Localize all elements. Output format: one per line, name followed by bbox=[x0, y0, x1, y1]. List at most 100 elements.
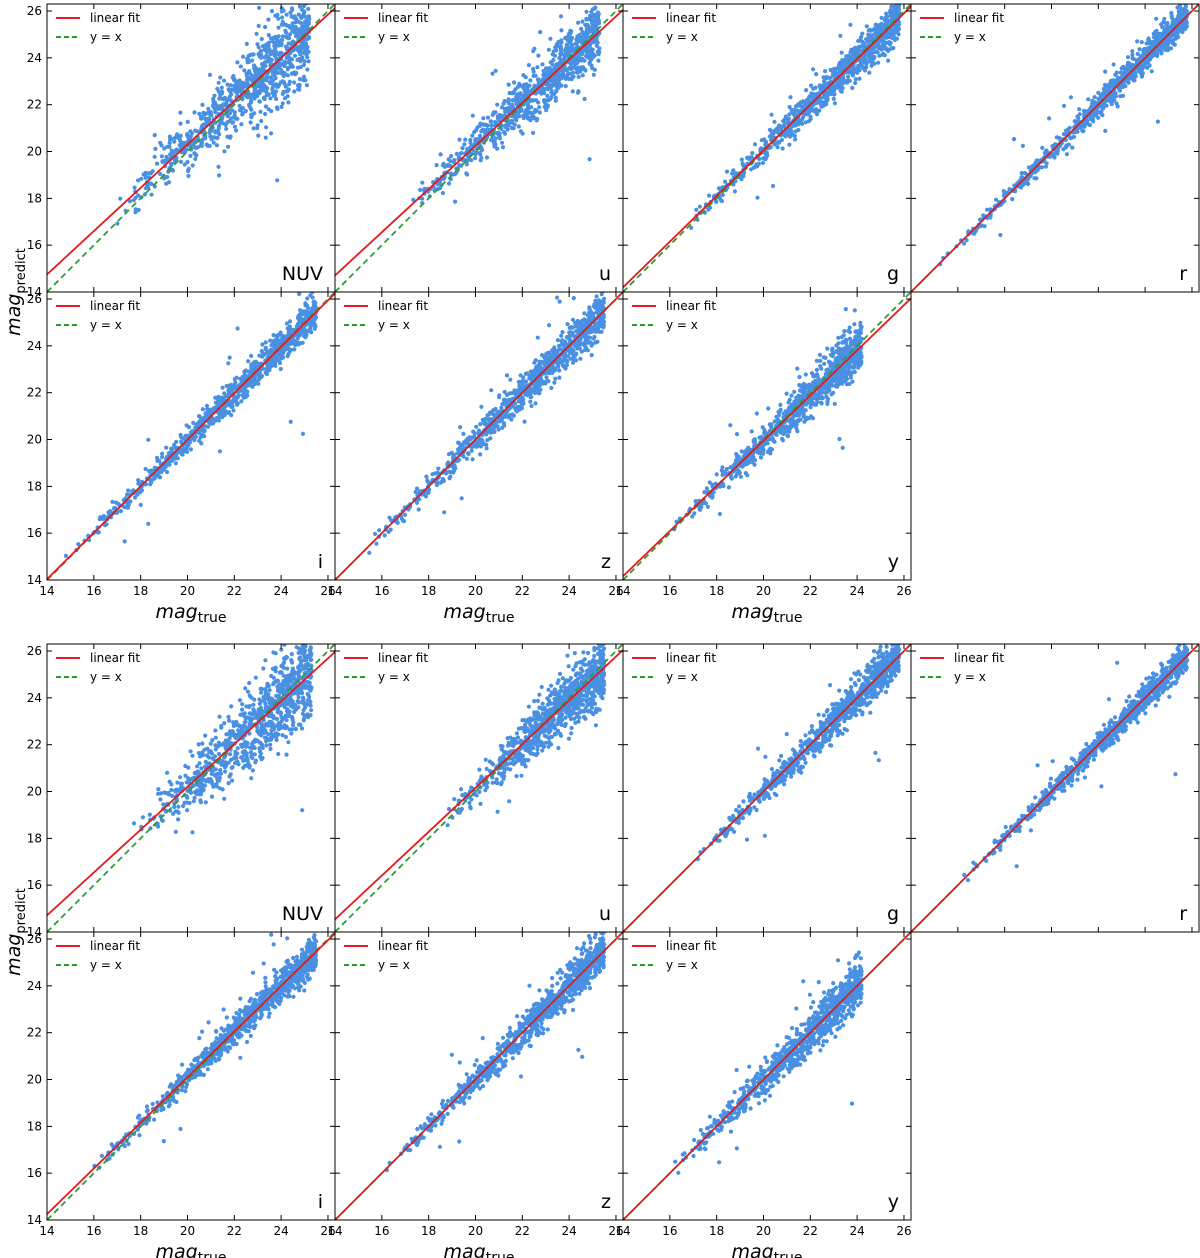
data-point bbox=[531, 73, 536, 78]
data-point bbox=[1165, 42, 1170, 47]
data-point bbox=[298, 308, 303, 313]
data-point bbox=[535, 65, 540, 70]
data-point bbox=[217, 173, 222, 178]
data-point bbox=[553, 95, 558, 101]
data-point bbox=[1043, 164, 1048, 169]
data-point bbox=[838, 61, 844, 66]
data-point bbox=[558, 57, 564, 62]
data-point bbox=[787, 142, 792, 147]
data-point bbox=[1179, 15, 1184, 20]
data-point bbox=[290, 41, 295, 46]
data-point bbox=[110, 499, 115, 504]
data-point bbox=[160, 160, 165, 165]
data-point bbox=[251, 126, 256, 131]
data-point bbox=[158, 171, 163, 176]
data-point bbox=[1051, 153, 1056, 158]
data-point bbox=[245, 389, 250, 394]
data-point bbox=[178, 121, 183, 126]
data-point bbox=[248, 370, 253, 375]
data-point bbox=[277, 353, 282, 358]
data-point bbox=[232, 110, 237, 115]
data-point bbox=[500, 140, 505, 145]
data-point bbox=[201, 112, 206, 117]
data-point bbox=[243, 108, 248, 114]
data-point bbox=[1183, 10, 1188, 15]
data-point bbox=[182, 162, 187, 167]
data-point bbox=[280, 91, 285, 96]
y-tick-label: 20 bbox=[27, 145, 42, 159]
data-point bbox=[301, 62, 306, 68]
data-point bbox=[1020, 143, 1025, 148]
data-point bbox=[302, 41, 307, 47]
data-point bbox=[1068, 136, 1073, 141]
data-point bbox=[570, 70, 576, 75]
data-point bbox=[274, 356, 279, 361]
data-point bbox=[570, 46, 575, 52]
data-point bbox=[275, 84, 280, 89]
data-point bbox=[288, 419, 293, 424]
data-point bbox=[263, 340, 268, 345]
data-point bbox=[149, 181, 154, 186]
data-point bbox=[218, 401, 223, 406]
data-point bbox=[891, 8, 896, 13]
data-point bbox=[283, 28, 288, 33]
data-point bbox=[792, 107, 797, 112]
data-point bbox=[795, 121, 800, 126]
band-label: g bbox=[887, 263, 899, 285]
data-point bbox=[549, 385, 554, 391]
data-point bbox=[961, 241, 967, 246]
data-point bbox=[307, 326, 313, 331]
data-point bbox=[524, 112, 530, 118]
data-point bbox=[254, 359, 259, 364]
data-point bbox=[1115, 75, 1121, 80]
data-point bbox=[1047, 116, 1052, 121]
x-tick-label: 24 bbox=[274, 584, 289, 598]
data-point bbox=[292, 347, 297, 352]
x-tick-label: 14 bbox=[39, 584, 54, 598]
data-point bbox=[787, 112, 792, 117]
data-point bbox=[454, 151, 459, 156]
data-point bbox=[808, 114, 813, 119]
data-point bbox=[776, 127, 781, 132]
data-point bbox=[217, 104, 222, 109]
data-point bbox=[1123, 84, 1128, 89]
data-point bbox=[284, 12, 289, 17]
data-point bbox=[1044, 161, 1049, 166]
data-point bbox=[472, 130, 477, 135]
data-point bbox=[894, 29, 899, 34]
data-point bbox=[897, 4, 902, 9]
data-point bbox=[230, 120, 236, 125]
data-point bbox=[222, 78, 227, 83]
data-point bbox=[1089, 104, 1094, 109]
data-point bbox=[194, 145, 199, 150]
data-point bbox=[250, 58, 255, 63]
data-point bbox=[1010, 197, 1015, 202]
data-point bbox=[1081, 129, 1086, 134]
data-point bbox=[248, 98, 254, 104]
fit-line bbox=[335, 9, 623, 277]
data-point bbox=[256, 381, 261, 386]
data-point bbox=[237, 103, 242, 108]
data-point bbox=[1151, 31, 1156, 36]
data-point bbox=[514, 115, 519, 120]
data-point bbox=[305, 296, 310, 301]
data-point bbox=[866, 38, 871, 43]
data-point bbox=[248, 76, 253, 81]
data-point bbox=[126, 488, 131, 493]
data-point bbox=[584, 35, 589, 40]
data-point bbox=[548, 36, 553, 41]
data-point bbox=[76, 542, 81, 547]
legend-identity-label: y = x bbox=[90, 318, 122, 332]
data-point bbox=[769, 112, 774, 117]
legend-identity-label: y = x bbox=[90, 30, 122, 44]
data-point bbox=[565, 72, 570, 77]
data-point bbox=[193, 156, 198, 161]
data-point bbox=[286, 326, 291, 331]
data-point bbox=[256, 377, 262, 382]
data-point bbox=[1074, 119, 1079, 124]
data-point bbox=[185, 168, 191, 174]
data-point bbox=[880, 44, 885, 49]
data-point bbox=[259, 36, 264, 42]
data-point bbox=[173, 149, 178, 154]
